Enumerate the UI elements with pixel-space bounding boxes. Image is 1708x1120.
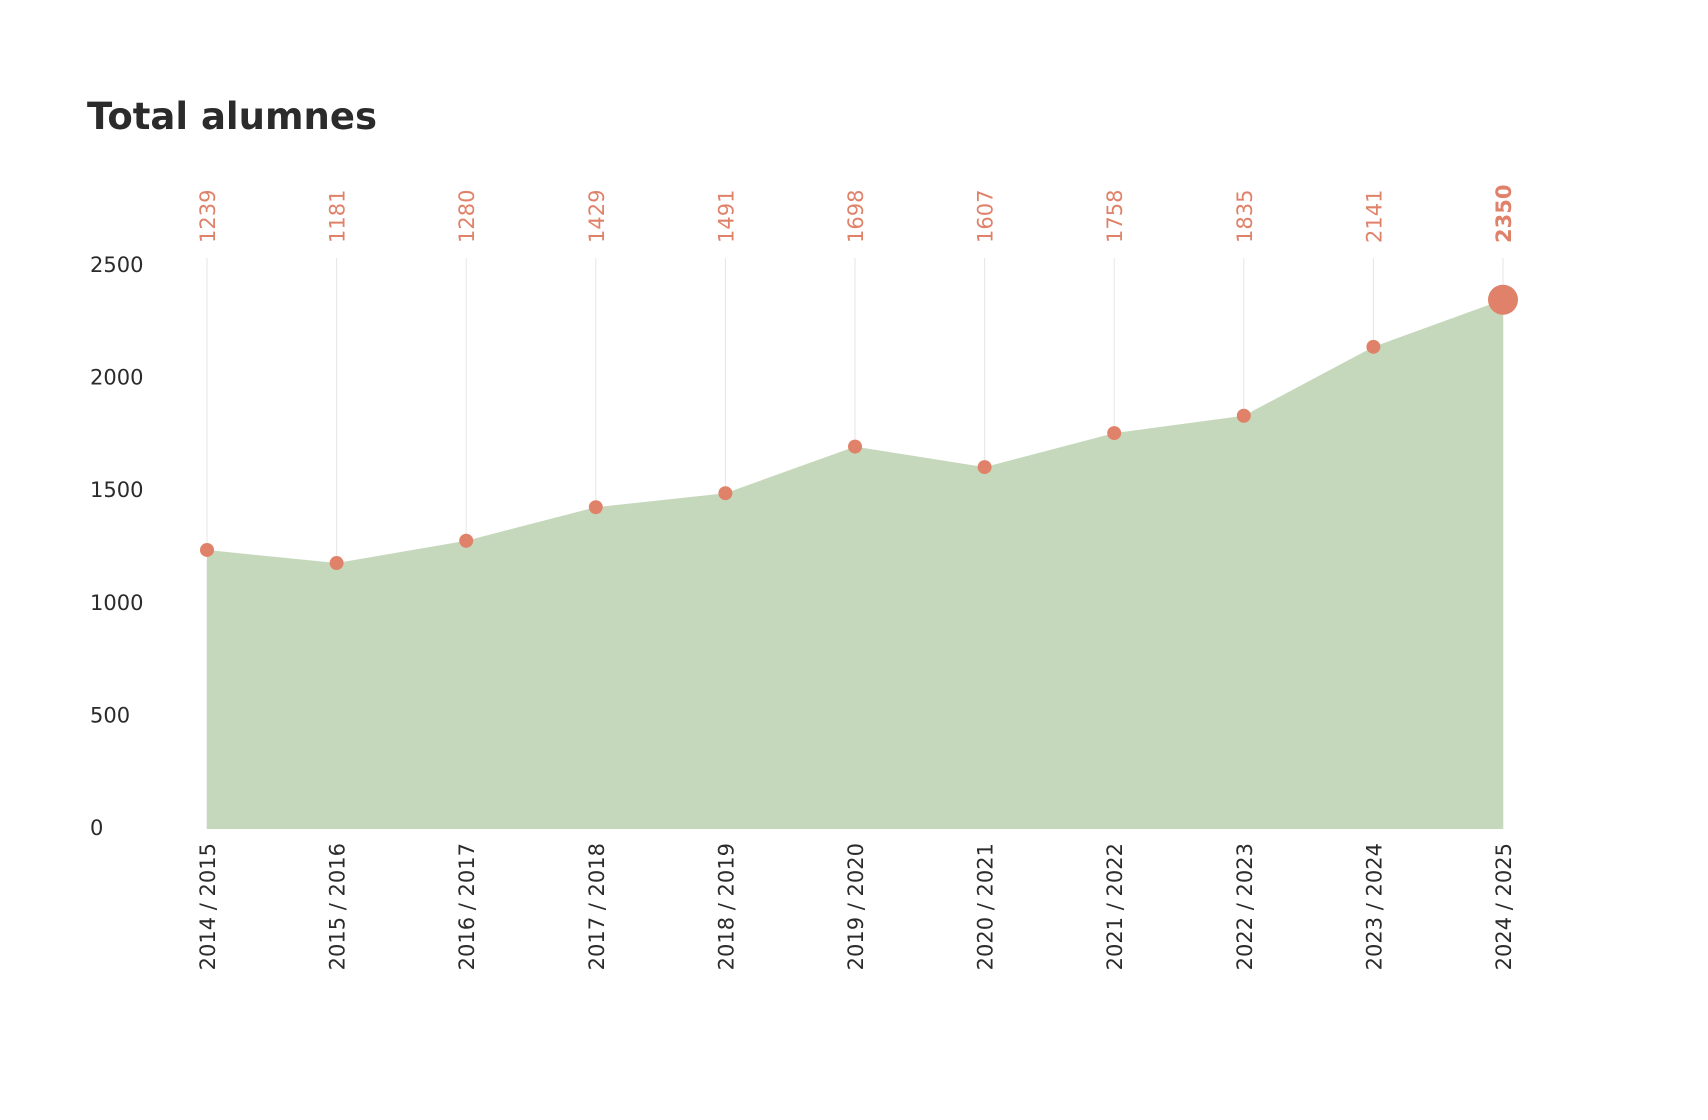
data-point: [977, 460, 992, 475]
y-tick-label: 0: [90, 816, 103, 840]
value-label: 2350: [1492, 185, 1516, 243]
x-axis: 2014 / 2015 2015 / 2016 2016 / 2017 2017 / …: [196, 843, 1516, 970]
data-point: [1236, 408, 1251, 423]
data-point: [718, 486, 733, 501]
y-tick-label: 500: [90, 703, 130, 727]
value-label: 1181: [326, 190, 350, 243]
x-tick-label: 2015 / 2016: [326, 843, 350, 970]
value-label: 1239: [196, 190, 220, 243]
y-axis: 0 500 1000 1500 2000 2500: [90, 253, 143, 840]
y-tick-label: 2500: [90, 253, 143, 277]
x-tick-label: 2017 / 2018: [585, 843, 609, 970]
chart-title: Total alumnes: [87, 95, 377, 138]
value-labels: 1239 1181 1280 1429 1491 1698 1607 1758 1835 2141…: [196, 185, 1516, 243]
x-tick-label: 2022 / 2023: [1233, 843, 1257, 970]
data-point: [588, 500, 603, 515]
x-tick-label: 2023 / 2024: [1362, 843, 1386, 970]
data-point: [1107, 426, 1122, 441]
x-tick-label: 2019 / 2020: [844, 843, 868, 970]
value-label: 1758: [1103, 190, 1127, 243]
x-tick-label: 2024 / 2025: [1492, 843, 1516, 970]
x-tick-label: 2018 / 2019: [714, 843, 738, 970]
data-point: [459, 533, 474, 548]
x-tick-label: 2020 / 2021: [974, 843, 998, 970]
data-point: [1366, 339, 1381, 354]
y-tick-label: 1500: [90, 478, 143, 502]
area-fill: [207, 299, 1503, 829]
value-label: 2141: [1362, 190, 1386, 243]
x-tick-label: 2016 / 2017: [455, 843, 479, 970]
value-label: 1429: [585, 190, 609, 243]
data-point: [329, 556, 344, 571]
value-label: 1698: [844, 190, 868, 243]
data-point: [848, 439, 862, 454]
value-label: 1607: [974, 190, 998, 243]
x-tick-label: 2014 / 2015: [196, 843, 220, 970]
value-label: 1835: [1233, 190, 1257, 243]
y-tick-label: 2000: [90, 366, 143, 390]
area-layer: [207, 299, 1503, 829]
value-label: 1280: [455, 190, 479, 243]
data-point: [200, 542, 214, 557]
x-tick-label: 2021 / 2022: [1103, 843, 1127, 970]
y-tick-label: 1000: [90, 591, 143, 615]
value-label: 1491: [714, 190, 738, 243]
data-point: [1488, 284, 1518, 315]
markers: [200, 284, 1518, 571]
